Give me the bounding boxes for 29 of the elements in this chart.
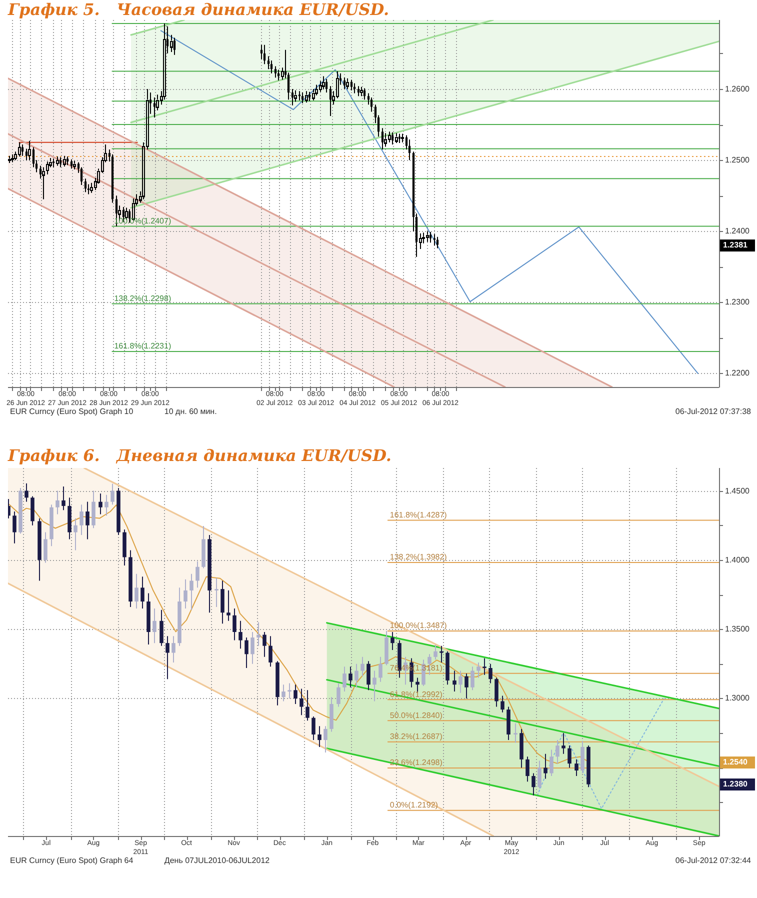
annotation: 138.2%(1.2298) <box>114 294 172 303</box>
y-tick-label: 1.3500 <box>725 624 750 634</box>
annotation: 0.0%(1.2192) <box>390 800 438 810</box>
y-tick-label: 1.2500 <box>725 156 750 165</box>
annotation: 100.0%(1.3487) <box>390 621 448 630</box>
chart-title: График 5. Часовая динамика EUR/USD. <box>8 0 390 20</box>
annotation: 138.2%(1.3982) <box>390 552 448 562</box>
text: 06-Jul-2012 07:32:44 <box>675 856 752 866</box>
y-tick-label: 1.2380 <box>723 780 748 789</box>
chart-title: График 6. Дневная динамика EUR/USD. <box>8 446 392 466</box>
y-tick-label: 1.4000 <box>725 556 750 565</box>
y-tick-label: 1.2300 <box>725 298 750 307</box>
text: 06-Jul-2012 07:37:38 <box>675 407 752 416</box>
y-tick-label: 1.2200 <box>725 368 750 378</box>
y-tick-label: 1.3000 <box>725 694 750 703</box>
annotation: 38.2%(1.2687) <box>390 732 443 742</box>
y-tick-label: 1.2600 <box>725 84 750 94</box>
text: День 07JUL2010-06JUL2012 <box>164 856 270 866</box>
annotation: 23.6%(1.2498) <box>390 758 443 768</box>
y-tick-label: 1.4500 <box>725 486 750 496</box>
annotation: 161.8%(1.2231) <box>114 342 172 351</box>
annotation: 161.8%(1.4287) <box>390 510 448 520</box>
annotation: 50.0%(1.2840) <box>390 710 443 720</box>
y-tick-label: 1.2540 <box>723 758 748 767</box>
text: EUR Curncy (Euro Spot) Graph 10 <box>10 407 134 416</box>
y-tick-label: 1.2381 <box>723 240 748 250</box>
text: 10 дн. 60 мин. <box>164 407 217 416</box>
text: EUR Curncy (Euro Spot) Graph 64 <box>10 856 134 866</box>
y-tick-label: 1.2400 <box>725 226 750 236</box>
